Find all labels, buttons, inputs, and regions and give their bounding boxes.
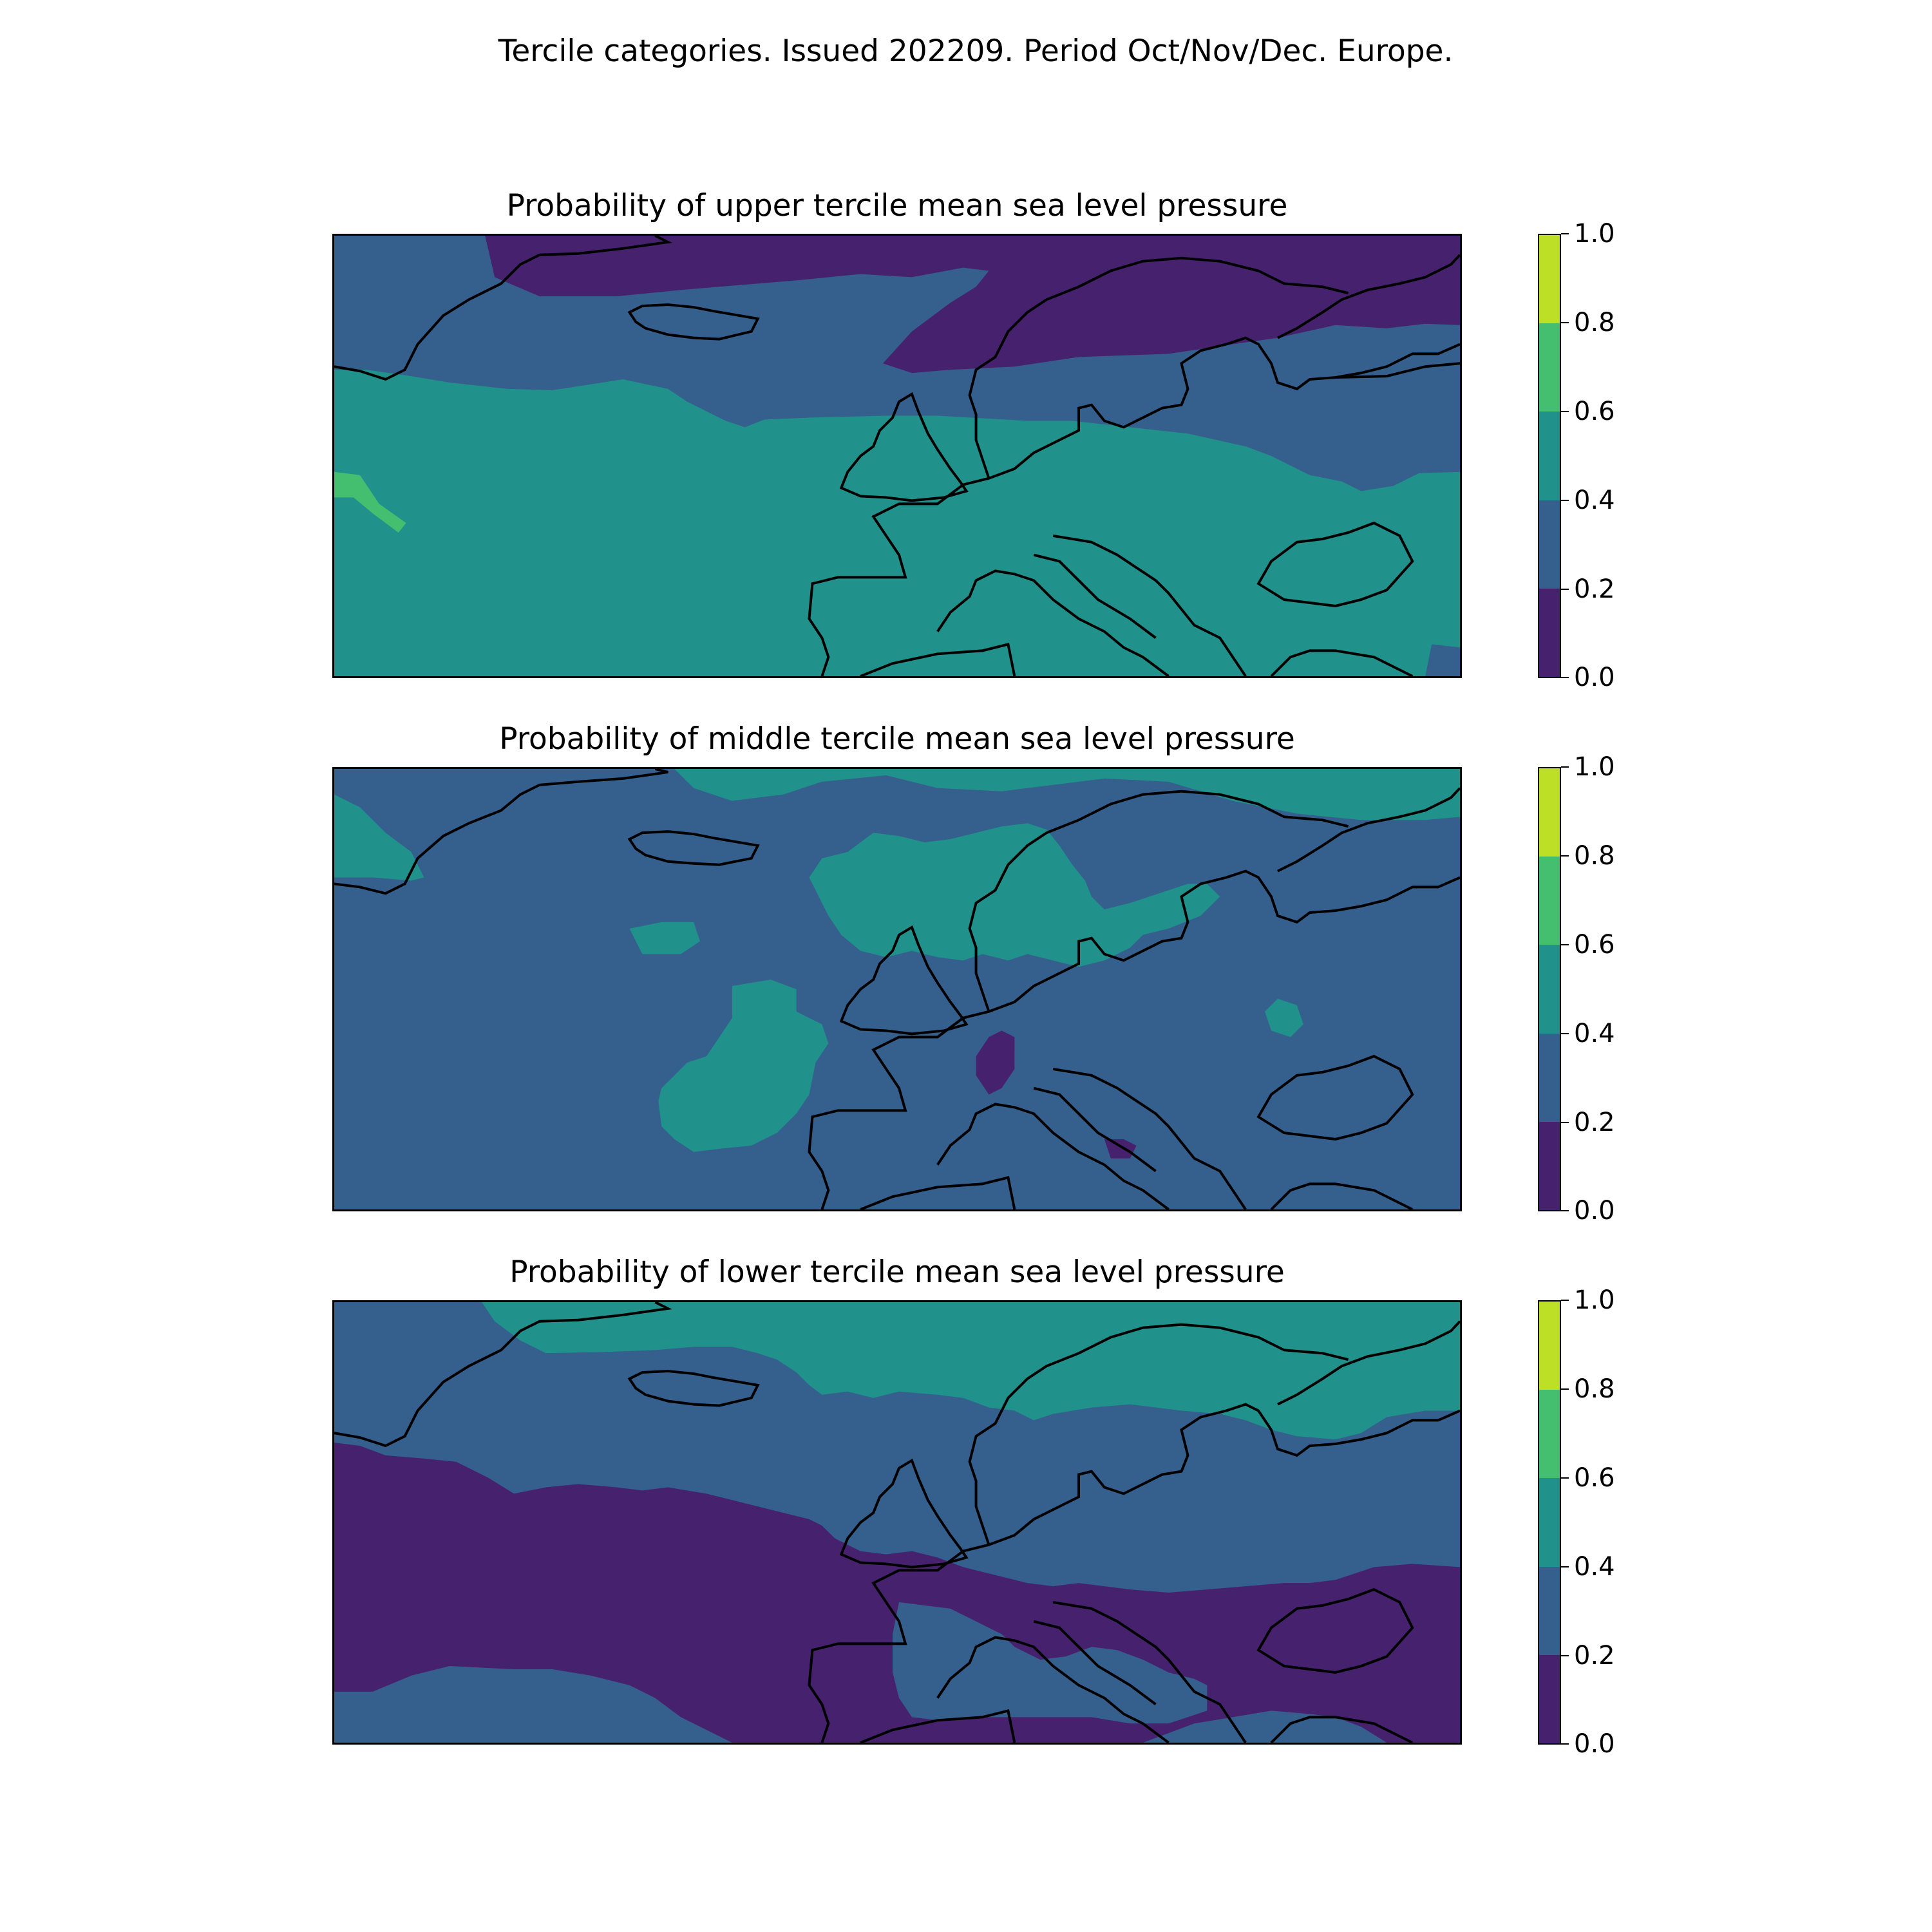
field-bin-0.4-0.6-north [482, 1302, 1460, 1440]
colorbar-tick [1561, 1122, 1569, 1123]
colorbar-lower [1538, 1300, 1561, 1745]
colorbar-bin-0.6-0.8 [1539, 857, 1560, 945]
colorbar-tick [1561, 1655, 1569, 1656]
coastline-mediterranean [860, 534, 1414, 676]
colorbar-bin-0.2-0.4 [1539, 1566, 1560, 1655]
colorbar-tick-label: 0.0 [1574, 1196, 1615, 1226]
field-bin-0.2-0.4-se [1425, 644, 1460, 676]
coastline-iceland [627, 1370, 760, 1407]
colorbar-tick-label: 0.4 [1574, 486, 1615, 515]
colorbar-tick [1561, 677, 1569, 678]
map-middle-tercile [332, 767, 1462, 1211]
colorbar-bin-0.4-0.6 [1539, 1478, 1560, 1567]
coastline-black-sea [1256, 1587, 1414, 1674]
field-bin-0.4-0.6-arctic [501, 769, 1460, 820]
colorbar-tick-label: 0.4 [1574, 1552, 1615, 1582]
colorbar-tick [1561, 233, 1569, 234]
field-bin-0.6-0.8 [334, 471, 406, 533]
colorbar-bin-0.2-0.4 [1539, 1033, 1560, 1122]
map-lower-tercile [332, 1300, 1462, 1745]
coastline-mediterranean [860, 1600, 1414, 1743]
colorbar-tick [1561, 1566, 1569, 1567]
colorbar-tick [1561, 500, 1569, 501]
field-bin-0.0-0.2-atlantic [334, 1443, 1460, 1743]
coastline-mainland-europe [808, 787, 1460, 1209]
colorbar-tick [1561, 411, 1569, 412]
colorbar-tick-label: 0.8 [1574, 308, 1615, 337]
colorbar-tick-label: 0.8 [1574, 1374, 1615, 1404]
coastline-black-sea [1256, 521, 1414, 607]
coastline-mainland-europe [808, 254, 1460, 676]
coastline-british-isles [839, 1458, 969, 1569]
colorbar-bin-0.6-0.8 [1539, 323, 1560, 412]
field-bin-0.0-0.2-alps [976, 1030, 1015, 1095]
coastline-black-sea [1256, 1054, 1414, 1141]
colorbar-tick [1561, 1388, 1569, 1390]
panel-lower-title: Probability of lower tercile mean sea le… [509, 1255, 1285, 1290]
colorbar-tick [1561, 766, 1569, 768]
coastline-iceland [627, 830, 760, 866]
colorbar-tick [1561, 855, 1569, 857]
colorbar-tick-label: 1.0 [1574, 219, 1615, 249]
colorbar-tick-label: 0.6 [1574, 397, 1615, 426]
coastline-british-isles [839, 925, 969, 1036]
coastline-mainland-europe [808, 1320, 1460, 1743]
colorbar-middle [1538, 767, 1561, 1211]
colorbar-bin-0.8-1.0 [1539, 1302, 1560, 1390]
colorbar-tick-label: 0.2 [1574, 1641, 1615, 1671]
coastline-greenland [334, 1302, 672, 1448]
coastline-mediterranean [860, 1067, 1414, 1209]
colorbar-tick-label: 0.6 [1574, 930, 1615, 960]
colorbar-tick-label: 0.0 [1574, 1729, 1615, 1759]
field-bin-0.4-0.6-small [629, 922, 1303, 1037]
map-upper-tercile [332, 234, 1462, 678]
colorbar-bin-0.8-1.0 [1539, 235, 1560, 324]
field-bin-0.4-0.6-atlantic [658, 980, 829, 1152]
field-bin-0.0-0.2 [485, 236, 1460, 374]
colorbar-tick-label: 1.0 [1574, 752, 1615, 782]
colorbar-bin-0.0-0.2 [1539, 588, 1560, 677]
colorbar-upper [1538, 234, 1561, 678]
colorbar-tick [1561, 944, 1569, 945]
coastline-greenland [334, 769, 668, 895]
colorbar-bin-0.2-0.4 [1539, 500, 1560, 589]
colorbar-tick [1561, 1210, 1569, 1211]
colorbar-tick-label: 1.0 [1574, 1285, 1615, 1315]
colorbar-tick-label: 0.2 [1574, 1108, 1615, 1137]
colorbar-tick-label: 0.0 [1574, 663, 1615, 692]
field-bin-0.4-0.6-greenland [334, 794, 424, 881]
colorbar-tick-label: 0.8 [1574, 841, 1615, 871]
colorbar-bin-0.6-0.8 [1539, 1390, 1560, 1479]
field-bin-0.0-0.2-italy [1104, 1139, 1137, 1159]
coastline-iceland [627, 303, 760, 341]
panel-middle-title: Probability of middle tercile mean sea l… [499, 721, 1295, 757]
colorbar-tick-label: 0.4 [1574, 1019, 1615, 1048]
colorbar-bin-0.0-0.2 [1539, 1654, 1560, 1743]
colorbar-tick-label: 0.2 [1574, 574, 1615, 604]
colorbar-tick [1561, 589, 1569, 590]
colorbar-bin-0.0-0.2 [1539, 1121, 1560, 1210]
coastline-british-isles [839, 392, 969, 502]
colorbar-bin-0.4-0.6 [1539, 945, 1560, 1034]
panel-upper-title: Probability of upper tercile mean sea le… [506, 188, 1288, 223]
field-base [334, 769, 1460, 1209]
figure-title: Tercile categories. Issued 202209. Perio… [498, 33, 1454, 69]
colorbar-tick-label: 0.6 [1574, 1463, 1615, 1493]
coastline-greenland [334, 236, 672, 381]
colorbar-tick [1561, 1477, 1569, 1479]
colorbar-tick [1561, 1033, 1569, 1034]
colorbar-bin-0.8-1.0 [1539, 768, 1560, 857]
colorbar-tick [1561, 322, 1569, 323]
colorbar-bin-0.4-0.6 [1539, 412, 1560, 500]
colorbar-tick [1561, 1743, 1569, 1745]
colorbar-tick [1561, 1300, 1569, 1301]
